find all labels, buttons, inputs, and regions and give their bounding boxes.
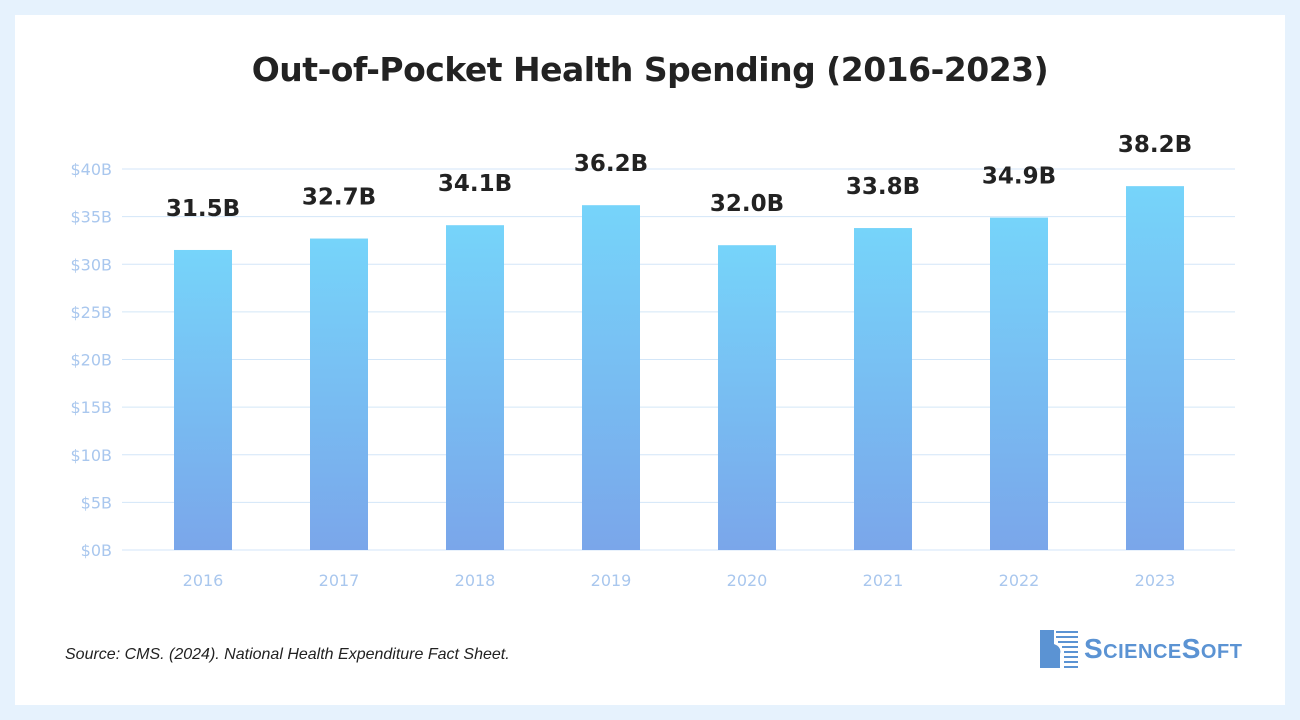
- data-label: 34.1B: [438, 171, 512, 197]
- chart-title: Out-of-Pocket Health Spending (2016-2023…: [251, 50, 1049, 89]
- logo-icon: [1040, 630, 1078, 668]
- bar-2018: [446, 225, 504, 550]
- x-tick-label: 2021: [863, 571, 904, 590]
- data-label: 38.2B: [1118, 132, 1192, 158]
- y-tick-label: $15B: [70, 398, 112, 417]
- data-label: 34.9B: [982, 164, 1056, 190]
- x-tick-label: 2018: [455, 571, 496, 590]
- bar-2021: [854, 228, 912, 550]
- logo-text: ScienceSoft: [1084, 633, 1243, 664]
- bar-2023: [1126, 186, 1184, 550]
- x-tick-label: 2017: [319, 571, 360, 590]
- x-tick-label: 2022: [999, 571, 1040, 590]
- bar-2019: [582, 205, 640, 550]
- data-label: 36.2B: [574, 151, 648, 177]
- data-label: 32.7B: [302, 185, 376, 211]
- y-tick-label: $40B: [70, 160, 112, 179]
- data-label: 33.8B: [846, 174, 920, 200]
- y-tick-label: $0B: [81, 541, 112, 560]
- y-tick-label: $35B: [70, 208, 112, 227]
- y-tick-label: $25B: [70, 303, 112, 322]
- y-tick-label: $30B: [70, 255, 112, 274]
- data-label: 31.5B: [166, 196, 240, 222]
- bar-2016: [174, 249, 232, 550]
- x-tick-label: 2019: [591, 571, 632, 590]
- x-tick-label: 2020: [727, 571, 768, 590]
- bar-2020: [718, 245, 776, 550]
- y-tick-label: $20B: [70, 351, 112, 370]
- y-tick-label: $5B: [81, 493, 112, 512]
- sciencesoft-logo: ScienceSoft: [1040, 630, 1242, 668]
- y-tick-label: $10B: [70, 446, 112, 465]
- data-label: 32.0B: [710, 191, 784, 217]
- x-tick-label: 2023: [1135, 571, 1176, 590]
- x-tick-label: 2016: [183, 571, 224, 590]
- bar-2022: [990, 217, 1048, 550]
- bar-2017: [310, 238, 368, 550]
- source-note: Source: CMS. (2024). National Health Exp…: [65, 646, 510, 663]
